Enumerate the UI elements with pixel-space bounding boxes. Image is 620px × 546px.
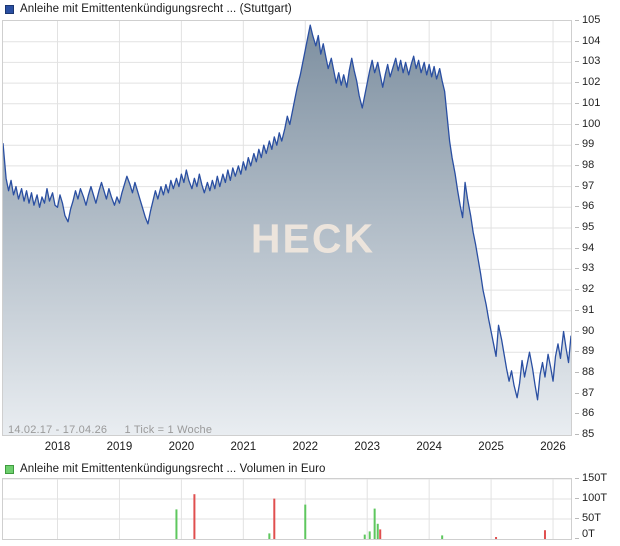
price-y-tick: 100 <box>582 117 601 130</box>
price-y-tick: 93 <box>582 262 595 275</box>
price-y-tick: 94 <box>582 241 595 254</box>
volume-bar <box>376 523 379 539</box>
price-y-tick: 95 <box>582 221 595 233</box>
volume-bar <box>373 508 376 539</box>
price-y-tick: 104 <box>582 34 601 47</box>
price-plot-area[interactable]: HECK <box>2 20 572 436</box>
volume-chart-title: Anleihe mit Emittentenkündigungsrecht ..… <box>20 463 326 475</box>
price-y-tickmark <box>575 413 579 415</box>
volume-bar <box>543 530 546 539</box>
price-y-tickmark <box>575 144 579 146</box>
price-y-tick: 90 <box>582 324 595 337</box>
price-y-tickmark <box>575 40 579 42</box>
price-y-tick: 105 <box>582 14 601 26</box>
price-chart-title: Anleihe mit Emittentenkündigungsrecht ..… <box>20 3 292 15</box>
volume-legend-swatch-icon <box>5 464 14 474</box>
price-series-svg <box>3 21 571 435</box>
price-x-tick: 2026 <box>540 441 566 453</box>
price-y-tick: 96 <box>582 200 595 213</box>
volume-series-svg <box>3 479 571 539</box>
volume-bar <box>193 494 196 539</box>
price-y-tick: 89 <box>582 345 595 358</box>
price-y-tickmark <box>575 434 579 435</box>
price-y-tickmark <box>575 61 579 63</box>
volume-y-tickmark <box>575 538 579 539</box>
price-y-tick: 101 <box>582 96 601 109</box>
volume-y-tick: 150T <box>582 472 608 484</box>
volume-chart-header: Anleihe mit Emittentenkündigungsrecht ..… <box>0 460 620 478</box>
price-y-tickmark <box>575 268 579 270</box>
price-y-tick: 102 <box>582 76 601 89</box>
price-chart-panel: Anleihe mit Emittentenkündigungsrecht ..… <box>0 0 620 453</box>
volume-chart-panel: Anleihe mit Emittentenkündigungsrecht ..… <box>0 460 620 546</box>
price-y-tick: 87 <box>582 386 595 399</box>
volume-y-axis: 150T 100T 50T 0T <box>575 472 620 540</box>
price-x-tick: 2025 <box>478 441 504 453</box>
price-y-tickmark <box>575 351 579 353</box>
volume-bar <box>368 531 371 539</box>
volume-bar <box>495 537 498 539</box>
price-y-tick: 88 <box>582 365 595 378</box>
price-y-tickmark <box>575 185 579 187</box>
price-x-axis: 2018 2019 2020 2021 2022 2023 2024 2025 2026 <box>2 441 572 459</box>
volume-bar <box>304 504 307 539</box>
volume-y-tickmark <box>575 478 579 479</box>
volume-bar <box>363 534 366 539</box>
price-y-tickmark <box>575 289 579 291</box>
price-y-tick: 86 <box>582 407 595 420</box>
price-y-tickmark <box>575 392 579 394</box>
volume-bar <box>175 509 178 539</box>
volume-bar <box>268 533 271 539</box>
price-x-tick: 2023 <box>354 441 380 453</box>
price-x-tick: 2024 <box>416 441 442 453</box>
price-y-tick: 103 <box>582 55 601 68</box>
price-y-tick: 92 <box>582 283 595 296</box>
volume-bar <box>273 498 276 539</box>
volume-y-tickmark <box>575 498 579 499</box>
volume-plot-area[interactable] <box>2 478 572 540</box>
price-y-tickmark <box>575 164 579 166</box>
price-y-tickmark <box>575 206 579 208</box>
price-y-tickmark <box>575 371 579 373</box>
price-y-tickmark <box>575 227 579 228</box>
volume-bar <box>441 535 444 539</box>
price-y-tickmark <box>575 309 579 311</box>
price-y-tickmark <box>575 20 579 21</box>
price-y-tick: 99 <box>582 138 595 151</box>
volume-y-tick: 50T <box>582 512 601 524</box>
price-y-tickmark <box>575 247 579 249</box>
price-y-tickmark <box>575 102 579 104</box>
chart-range-note: 14.02.17 - 17.04.26 1 Tick = 1 Woche <box>8 424 212 436</box>
volume-y-tick: 0T <box>582 528 595 540</box>
price-y-axis: 105 104 103 102 101 100 99 98 97 96 95 94 93 92 91 90 89… <box>575 14 620 440</box>
price-x-tick: 2021 <box>230 441 257 453</box>
price-x-tick: 2020 <box>168 441 195 453</box>
price-chart-header: Anleihe mit Emittentenkündigungsrecht ..… <box>0 0 620 18</box>
price-x-tick: 2019 <box>106 441 133 453</box>
tick-interval-label: 1 Tick = 1 Woche <box>124 424 213 436</box>
price-x-tick: 2018 <box>44 441 71 453</box>
price-y-tick: 98 <box>582 158 595 171</box>
volume-y-tick: 100T <box>582 492 608 504</box>
volume-bar <box>379 529 382 539</box>
date-range-label: 14.02.17 - 17.04.26 <box>8 424 108 436</box>
price-y-tickmark <box>575 330 579 332</box>
price-y-tick: 97 <box>582 179 595 192</box>
price-y-tick: 91 <box>582 303 595 316</box>
price-y-tickmark <box>575 123 579 125</box>
price-x-tick: 2022 <box>292 441 319 453</box>
price-y-tickmark <box>575 82 579 84</box>
volume-y-tickmark <box>575 518 579 519</box>
price-y-tick: 85 <box>582 428 595 440</box>
price-legend-swatch-icon <box>5 4 14 14</box>
